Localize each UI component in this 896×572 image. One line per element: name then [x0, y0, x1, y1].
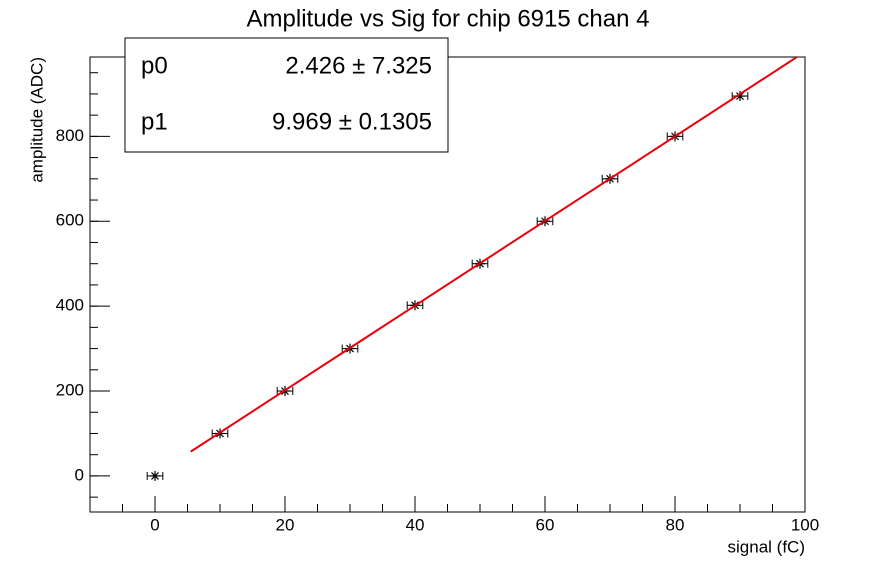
stats-value: 9.969 ± 0.1305: [272, 108, 432, 135]
x-tick-label: 60: [536, 515, 555, 534]
y-axis-label: amplitude (ADC): [27, 57, 46, 183]
x-tick-label: 40: [406, 515, 425, 534]
marker-stroke: [151, 471, 159, 480]
stats-value: 2.426 ± 7.325: [285, 52, 432, 79]
y-tick-label: 0: [75, 465, 84, 484]
y-tick-label: 400: [56, 296, 84, 315]
stats-name: p1: [141, 108, 168, 135]
y-tick-label: 600: [56, 211, 84, 230]
data-point: [150, 470, 160, 481]
y-tick-label: 800: [56, 126, 84, 145]
fit-line: [190, 57, 799, 453]
stats-name: p0: [141, 52, 168, 79]
stats-box: [124, 37, 449, 153]
y-tick-label: 200: [56, 381, 84, 400]
x-tick-label: 20: [276, 515, 295, 534]
x-axis-label: signal (fC): [728, 537, 805, 556]
x-tick-label: 80: [666, 515, 685, 534]
x-tick-label: 100: [791, 515, 819, 534]
chart-title: Amplitude vs Sig for chip 6915 chan 4: [247, 5, 650, 32]
x-tick-label: 0: [150, 515, 159, 534]
